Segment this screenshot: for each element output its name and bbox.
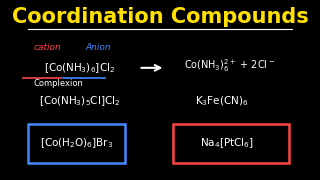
Text: [Co(NH$_3$)$_6$]Cl$_2$: [Co(NH$_3$)$_6$]Cl$_2$ bbox=[44, 61, 115, 75]
Text: Anion: Anion bbox=[85, 43, 111, 52]
Text: [Co(NH$_3$)$_5$Cl]Cl$_2$: [Co(NH$_3$)$_5$Cl]Cl$_2$ bbox=[39, 95, 120, 108]
Text: Complexion: Complexion bbox=[33, 79, 83, 88]
Text: Co(NH$_3$)$_6^{2+}$ + 2Cl$^-$: Co(NH$_3$)$_6^{2+}$ + 2Cl$^-$ bbox=[184, 58, 275, 75]
Text: [Co(H$_2$O)$_6$]Br$_3$: [Co(H$_2$O)$_6$]Br$_3$ bbox=[40, 136, 114, 150]
Text: K$_3$Fe(CN)$_6$: K$_3$Fe(CN)$_6$ bbox=[195, 95, 249, 108]
Text: Na$_4$[PtCl$_6$]: Na$_4$[PtCl$_6$] bbox=[200, 136, 254, 150]
Text: Coordination Compounds: Coordination Compounds bbox=[12, 7, 308, 27]
Text: cation: cation bbox=[33, 43, 61, 52]
